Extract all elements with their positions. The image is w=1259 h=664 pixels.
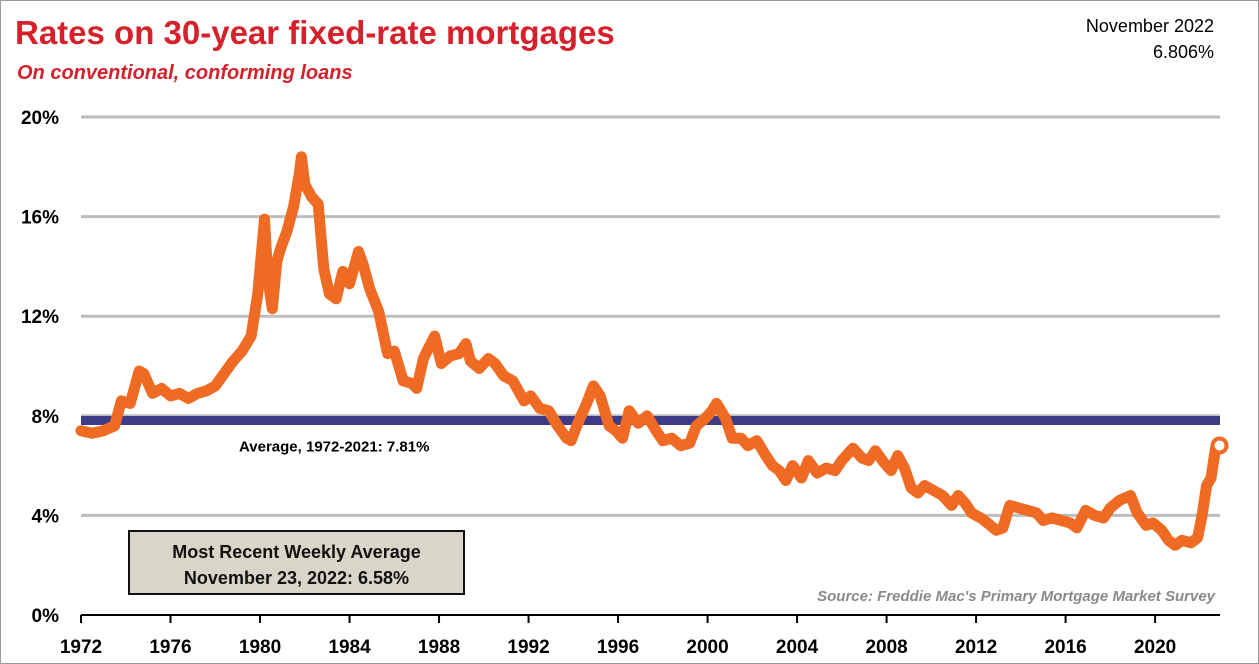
x-tick-label-1972: 1972 <box>60 637 102 658</box>
x-tick-label-1996: 1996 <box>597 637 639 658</box>
x-tick-label-2016: 2016 <box>1044 637 1086 658</box>
y-tick-label-8: 8% <box>32 407 60 428</box>
y-tick-label-12: 12% <box>21 307 59 328</box>
y-tick-label-4: 4% <box>32 506 60 527</box>
x-tick-label-1980: 1980 <box>239 637 281 658</box>
chart-subtitle: On conventional, conforming loans <box>17 62 353 84</box>
x-tick-label-2008: 2008 <box>865 637 907 658</box>
source-label: Source: Freddie Mac's Primary Mortgage M… <box>817 588 1216 605</box>
callout-line-2: November 23, 2022: 6.58% <box>183 568 410 588</box>
y-tick-label-20: 20% <box>21 108 59 129</box>
y-tick-label-0: 0% <box>32 606 60 627</box>
y-tick-label-16: 16% <box>21 208 59 229</box>
series-line-mortgage-rate <box>75 151 1226 551</box>
chart-title: Rates on 30-year fixed-rate mortgages <box>15 14 615 51</box>
latest-value-marker <box>1210 436 1229 455</box>
x-tick-label-2004: 2004 <box>776 637 819 658</box>
x-tick-label-1988: 1988 <box>418 637 460 658</box>
x-tick-label-2012: 2012 <box>955 637 997 658</box>
x-tick-label-1976: 1976 <box>149 637 191 658</box>
x-tick-label-1992: 1992 <box>507 637 549 658</box>
latest-value: 6.806% <box>1152 42 1214 62</box>
latest-period: November 2022 <box>1085 16 1214 36</box>
average-label: Average, 1972-2021: 7.81% <box>239 439 429 456</box>
x-tick-label-1984: 1984 <box>328 637 371 658</box>
x-tick-label-2020: 2020 <box>1134 637 1176 658</box>
latest-value-box: November 2022 6.806% <box>1086 13 1214 65</box>
recent-average-callout: Most Recent Weekly Average November 23, … <box>128 530 465 595</box>
x-tick-label-2000: 2000 <box>686 637 728 658</box>
callout-line-1: Most Recent Weekly Average <box>172 542 421 562</box>
